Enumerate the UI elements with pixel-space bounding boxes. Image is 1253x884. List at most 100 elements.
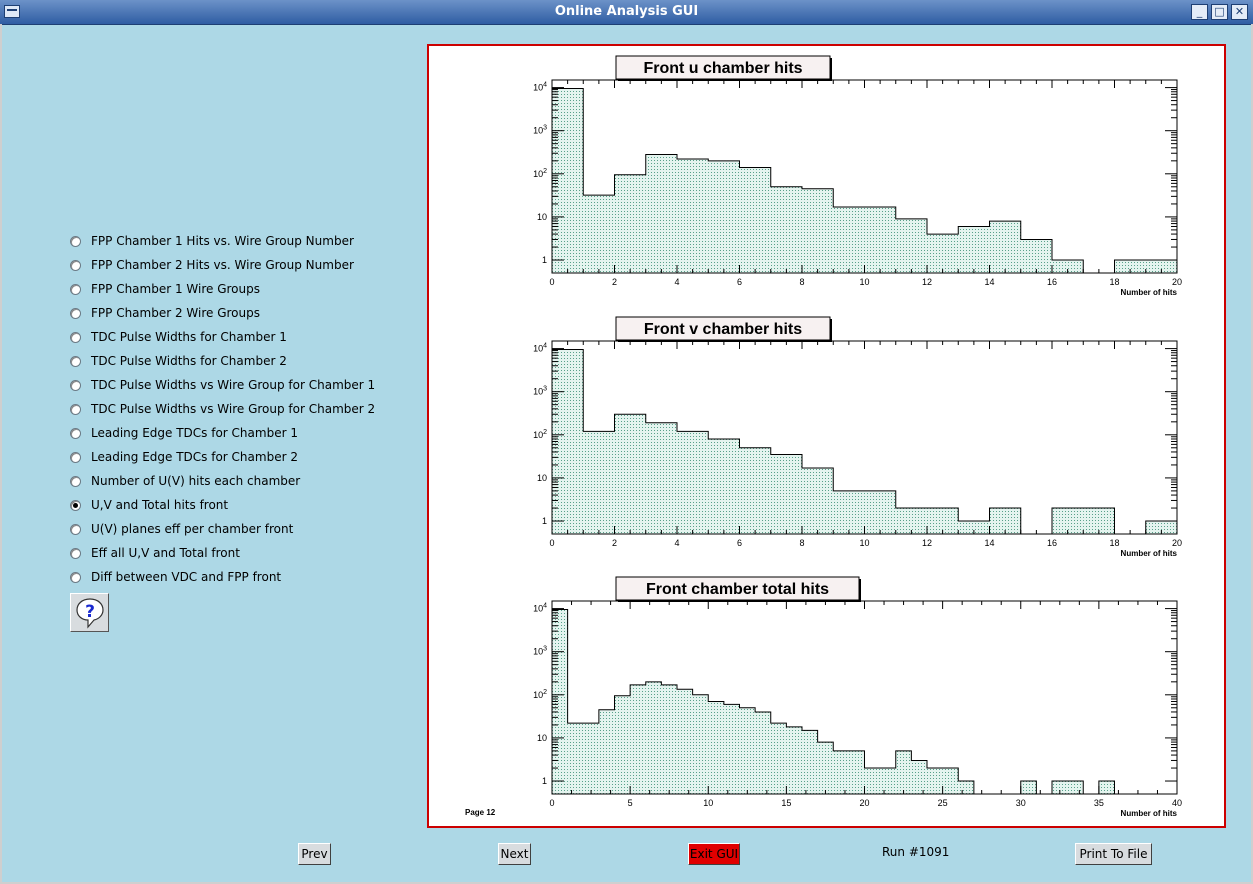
window-menu-icon[interactable] [4,5,20,18]
x-tick-label: 12 [922,277,932,287]
radio-button[interactable] [70,331,81,343]
histogram-bar [989,508,1021,534]
y-tick-label: 1 [542,255,547,265]
radio-button[interactable] [70,523,81,535]
help-button[interactable]: ? [70,593,109,632]
y-tick-label: 10 [537,733,547,743]
histogram-bar [1067,781,1084,794]
y-tick-label: 104 [533,82,547,93]
option-row[interactable]: U(V) planes eff per chamber front [70,519,293,539]
radio-button[interactable] [70,427,81,439]
maximize-button[interactable]: □ [1211,4,1228,20]
histogram-outline [551,349,1178,535]
histogram-bar [755,711,771,794]
radio-button[interactable] [70,307,81,319]
x-tick-label: 0 [549,277,554,287]
x-tick-label: 0 [549,538,554,548]
radio-button[interactable] [70,403,81,415]
x-axis-label: Number of hits [1121,288,1178,297]
radio-button[interactable] [70,355,81,367]
option-label: U(V) planes eff per chamber front [91,522,294,536]
x-tick-label: 20 [1172,538,1182,548]
option-row[interactable]: Leading Edge TDCs for Chamber 2 [70,447,298,467]
question-mark-speech-bubble-icon: ? [76,598,104,629]
histogram-bar [567,723,584,794]
option-label: TDC Pulse Widths for Chamber 1 [91,330,287,344]
histogram-bar [770,186,802,273]
x-tick-label: 12 [922,538,932,548]
radio-button[interactable] [70,547,81,559]
histogram-bar [1052,781,1068,794]
option-label: Diff between VDC and FPP front [91,570,282,584]
radio-button[interactable] [70,283,81,295]
run-number: Run #1091 [882,845,950,859]
histogram-bar [1098,781,1115,794]
histogram-bar [677,689,693,794]
histogram-bar [911,760,927,794]
option-row[interactable]: Eff all U,V and Total front [70,543,240,563]
y-tick-label: 1 [542,516,547,526]
x-tick-label: 6 [737,277,742,287]
radio-button[interactable] [70,379,81,391]
close-button[interactable]: ✕ [1231,4,1248,20]
x-tick-label: 25 [938,798,948,808]
option-row[interactable]: FPP Chamber 1 Hits vs. Wire Group Number [70,231,354,251]
option-row[interactable]: TDC Pulse Widths for Chamber 1 [70,327,287,347]
histogram-bar [645,154,677,273]
exit-gui-button[interactable]: Exit GUI [688,843,740,865]
histogram-bar [739,167,771,273]
page-label: Page 12 [465,808,496,817]
option-row[interactable]: TDC Pulse Widths vs Wire Group for Chamb… [70,399,375,419]
option-row[interactable]: FPP Chamber 2 Hits vs. Wire Group Number [70,255,354,275]
option-row[interactable]: Number of U(V) hits each chamber [70,471,300,491]
radio-button[interactable] [70,571,81,583]
window-title: Online Analysis GUI [554,4,699,19]
option-row[interactable]: TDC Pulse Widths vs Wire Group for Chamb… [70,375,375,395]
radio-button[interactable] [70,235,81,247]
chart-title: Front u chamber hits [643,60,802,77]
histogram-bar [1114,260,1146,273]
option-label: U,V and Total hits front [91,498,229,512]
radio-button[interactable] [70,451,81,463]
y-tick-label: 103 [533,125,547,136]
x-axis-label: Number of hits [1121,549,1178,558]
next-button[interactable]: Next [498,843,531,865]
histogram-bar [630,684,646,794]
histogram-bar [895,508,927,534]
option-row[interactable]: Diff between VDC and FPP front [70,567,281,587]
chart-title-box [615,55,831,80]
histogram-bar [786,726,802,794]
histogram-bar [739,447,771,534]
histogram-bar [942,768,959,794]
option-row[interactable]: Leading Edge TDCs for Chamber 1 [70,423,298,443]
option-label: Leading Edge TDCs for Chamber 1 [91,426,298,440]
x-tick-label: 4 [674,538,679,548]
x-tick-label: 16 [1047,277,1057,287]
prev-button[interactable]: Prev [298,843,331,865]
option-row[interactable]: FPP Chamber 2 Wire Groups [70,303,260,323]
y-tick-label: 103 [533,386,547,397]
histogram-outline [551,609,1177,795]
x-tick-label: 10 [703,798,713,808]
histogram-bar [833,750,849,794]
histogram-bar [1145,521,1177,534]
histogram-bar [598,709,615,794]
x-tick-label: 18 [1109,538,1119,548]
option-row[interactable]: U,V and Total hits front [70,495,228,515]
chart-title-box [615,316,831,341]
minimize-button[interactable]: _ [1191,4,1208,20]
y-tick-label: 102 [533,429,547,440]
radio-button[interactable] [70,259,81,271]
histogram-bar [802,188,834,273]
x-tick-label: 14 [984,277,994,287]
histogram-bar [614,695,631,794]
x-tick-label: 16 [1047,538,1057,548]
option-row[interactable]: TDC Pulse Widths for Chamber 2 [70,351,287,371]
x-tick-label: 14 [984,538,994,548]
print-to-file-button[interactable]: Print To File [1075,843,1152,865]
plot-canvas[interactable]: Front u chamber hits 0 2 4 6 8 10 12 14 16 18 20 Num… [427,44,1226,828]
histogram-bar [895,218,927,273]
radio-button[interactable] [70,499,81,511]
option-row[interactable]: FPP Chamber 1 Wire Groups [70,279,260,299]
radio-button[interactable] [70,475,81,487]
